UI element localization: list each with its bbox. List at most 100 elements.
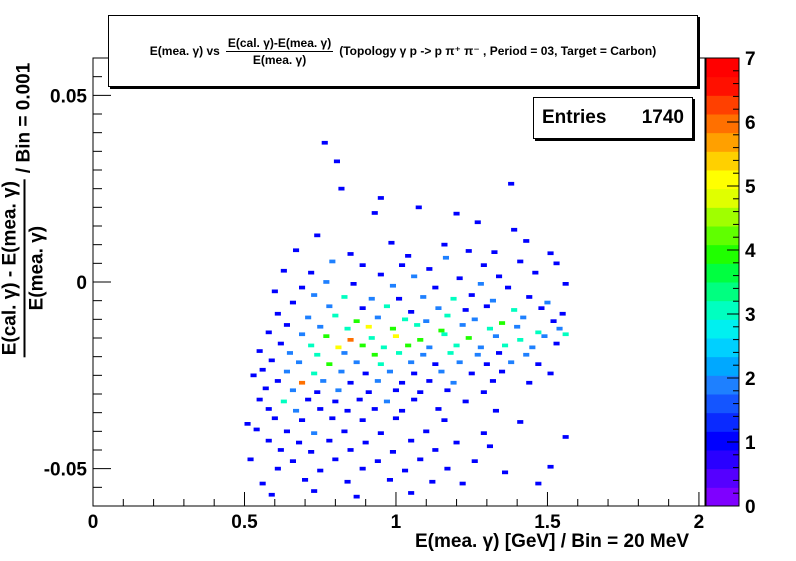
heatmap-cell — [332, 457, 339, 462]
title-fraction-numerator: E(cal. γ)-E(mea. γ) — [225, 35, 334, 52]
heatmap-cell — [380, 345, 387, 350]
heatmap-cell — [311, 371, 318, 376]
stats-value: 1740 — [641, 107, 684, 128]
heatmap-cell — [486, 326, 493, 331]
heatmap-cell — [362, 371, 369, 376]
heatmap-cell — [562, 282, 569, 286]
heatmap-cell — [353, 319, 360, 323]
heatmap-cell — [280, 268, 287, 273]
heatmap-cell — [405, 343, 412, 348]
heatmap-cell — [483, 362, 490, 366]
palette-swatch — [706, 282, 739, 302]
palette-swatch — [706, 300, 739, 320]
heatmap-cell — [535, 481, 542, 486]
heatmap-cell — [314, 390, 321, 394]
heatmap-cell — [435, 407, 442, 411]
x-tick-label: 0.5 — [231, 512, 258, 533]
heatmap-cell — [474, 352, 481, 357]
heatmap-cell — [392, 388, 399, 393]
heatmap-cell — [371, 352, 378, 357]
heatmap-cell — [489, 298, 496, 303]
x-tick-label: 2 — [694, 512, 705, 533]
palette-swatch — [706, 226, 739, 246]
heatmap-cell — [541, 334, 548, 338]
heatmap-cell — [344, 326, 351, 331]
heatmap-cell — [526, 295, 533, 299]
heatmap-cell — [523, 239, 530, 243]
heatmap-cell — [432, 285, 439, 290]
heatmap-cell — [371, 407, 378, 411]
heatmap-cell — [311, 489, 318, 493]
palette-swatch — [706, 76, 739, 96]
heatmap-cell — [265, 330, 272, 335]
heatmap-cell — [517, 259, 524, 264]
heatmap-cell — [547, 464, 554, 469]
palette-swatch — [706, 170, 739, 190]
heatmap-cell — [320, 379, 327, 383]
heatmap-cell — [489, 379, 496, 383]
heatmap-cell — [402, 468, 409, 473]
heatmap-cell — [474, 220, 481, 225]
heatmap-cell — [311, 293, 318, 297]
heatmap-cell — [462, 308, 469, 312]
heatmap-cell — [377, 362, 384, 366]
palette-swatch — [706, 338, 739, 358]
heatmap-cell — [502, 343, 509, 348]
heatmap-cell — [432, 448, 439, 452]
heatmap-cell — [405, 254, 412, 258]
y-title-numerator: E(cal. γ) - E(mea. γ) — [0, 179, 26, 358]
heatmap-cell — [411, 371, 418, 376]
heatmap-cell — [329, 259, 336, 264]
heatmap-cell — [259, 367, 266, 372]
z-tick-label: 7 — [745, 49, 756, 70]
heatmap-cell — [468, 293, 475, 297]
heatmap-cell — [438, 369, 445, 374]
heatmap-cell — [480, 431, 487, 435]
heatmap-cell — [517, 420, 524, 424]
heatmap-cell — [471, 317, 478, 322]
heatmap-cell — [450, 380, 457, 385]
palette-swatch — [706, 58, 739, 78]
heatmap-cell — [526, 380, 533, 385]
heatmap-cell — [462, 399, 469, 404]
heatmap-cell — [283, 369, 290, 374]
heatmap-cell — [420, 352, 427, 357]
heatmap-cell — [341, 351, 348, 355]
heatmap-cell — [432, 362, 439, 366]
heatmap-cell — [523, 352, 530, 357]
heatmap-cell — [317, 407, 324, 411]
heatmap-cell — [477, 282, 484, 286]
heatmap-cell — [423, 319, 430, 323]
z-tick-label: 6 — [745, 113, 756, 134]
heatmap-cell — [547, 371, 554, 376]
heatmap-cell — [317, 324, 324, 329]
heatmap-cell — [356, 397, 363, 402]
heatmap-cell — [471, 459, 478, 463]
heatmap-cell — [444, 313, 451, 318]
heatmap-cell — [383, 304, 390, 309]
palette-swatch — [706, 356, 739, 376]
title-lead: E(mea. γ) vs — [149, 44, 220, 58]
heatmap-cell — [347, 252, 354, 256]
heatmap-cell — [344, 479, 351, 484]
heatmap-cell — [388, 240, 395, 245]
heatmap-cell — [483, 304, 490, 309]
x-axis-ticks: 0 0.5 1 1.5 2 — [88, 492, 705, 533]
heatmap-cell — [465, 249, 472, 253]
heatmap-cell — [408, 491, 415, 495]
palette-swatch — [706, 375, 739, 395]
heatmap-cell — [326, 304, 333, 309]
heatmap-cell — [362, 440, 369, 445]
heatmap-cell — [347, 380, 354, 385]
heatmap-cell — [459, 323, 466, 327]
heatmap-cell — [308, 270, 315, 275]
heatmap-cell — [417, 338, 424, 342]
heatmap-cell — [408, 310, 415, 314]
heatmap-cell — [559, 311, 566, 316]
heatmap-cell — [317, 468, 324, 473]
heatmap-cell — [377, 196, 384, 200]
heatmap-cell — [274, 379, 281, 383]
heatmap-cell — [377, 431, 384, 435]
heatmap-cell — [265, 407, 272, 411]
heatmap-cell — [429, 479, 436, 484]
